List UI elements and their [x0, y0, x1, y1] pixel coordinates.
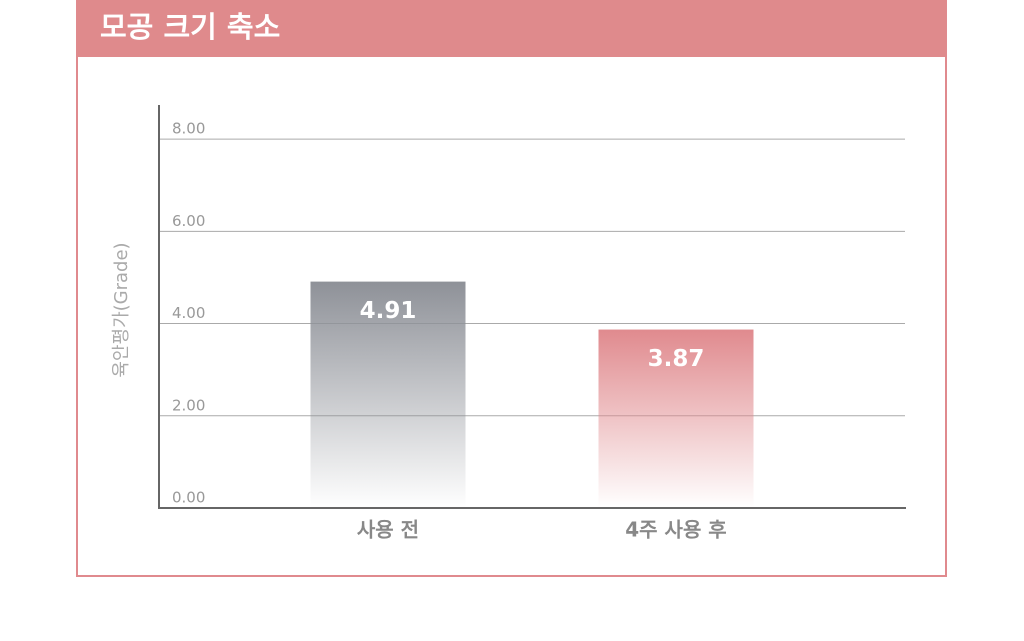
- plot: 0.00 2.00 4.00 6.00 8.00 4.91 사용 전 3.87 4주 사용 후: [159, 120, 905, 542]
- y-tick-label: 0.00: [172, 489, 205, 507]
- x-tick-label: 4주 사용 후: [625, 518, 726, 542]
- value-label: 4.91: [360, 298, 417, 324]
- y-tick-label: 4.00: [172, 304, 205, 322]
- y-tick-label: 2.00: [172, 396, 205, 414]
- y-tick-label: 6.00: [172, 212, 205, 230]
- value-label: 3.87: [648, 346, 705, 372]
- bar: [598, 329, 754, 508]
- x-tick-label: 사용 전: [357, 518, 419, 542]
- card: [76, 0, 947, 577]
- y-tick-label: 8.00: [172, 120, 205, 138]
- chart-title: 모공 크기 축소: [100, 10, 280, 44]
- bar: [310, 281, 466, 508]
- header: [77, 0, 946, 57]
- y-axis-label: 육안평가(Grade): [111, 242, 132, 377]
